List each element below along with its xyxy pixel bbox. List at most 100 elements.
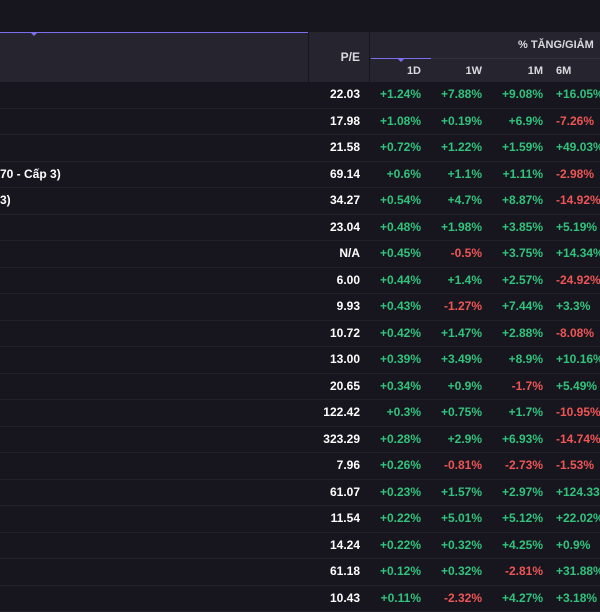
table-row[interactable]: 61.07+0.23%+1.57%+2.97%+124.33% <box>0 480 600 507</box>
change-1m: +1.59% <box>493 135 543 161</box>
table-row[interactable]: 11.54+0.22%+5.01%+5.12%+22.02% <box>0 506 600 533</box>
pct-change-header: % TĂNG/GIẢM <box>370 32 600 58</box>
pe-column-header[interactable]: P/E <box>309 32 369 82</box>
table-row[interactable]: 20.65+0.34%+0.9%-1.7%+5.49% <box>0 374 600 401</box>
change-6m: +0.9% <box>556 533 600 559</box>
change-1m: +6.9% <box>493 109 543 135</box>
period-header-1d[interactable]: 1D <box>371 58 431 82</box>
change-1m: +2.57% <box>493 268 543 294</box>
change-1w: -2.32% <box>432 586 482 612</box>
change-1m: +8.87% <box>493 188 543 214</box>
table-row[interactable]: 17.98+1.08%+0.19%+6.9%-7.26% <box>0 109 600 136</box>
industry-name <box>0 109 300 135</box>
change-1d: +0.11% <box>371 586 421 612</box>
pe-value: 6.00 <box>309 268 360 294</box>
change-1m: +6.93% <box>493 427 543 453</box>
change-1w: +2.9% <box>432 427 482 453</box>
industry-name: 3) <box>0 188 300 214</box>
change-1m: +2.88% <box>493 321 543 347</box>
change-1d: +0.12% <box>371 559 421 585</box>
change-1d: +1.08% <box>371 109 421 135</box>
change-1w: +1.98% <box>432 215 482 241</box>
change-1w: +1.22% <box>432 135 482 161</box>
period-header-6m[interactable]: 6M <box>554 59 600 82</box>
name-column-header[interactable] <box>0 32 308 83</box>
pe-value: 10.72 <box>309 321 360 347</box>
change-1d: +0.43% <box>371 294 421 320</box>
change-1w: +7.88% <box>432 82 482 108</box>
sort-caret-icon <box>30 32 38 36</box>
table-row[interactable]: 10.72+0.42%+1.47%+2.88%-8.08% <box>0 321 600 348</box>
table-row[interactable]: 7.96+0.26%-0.81%-2.73%-1.53% <box>0 453 600 480</box>
change-1w: +0.75% <box>432 400 482 426</box>
change-6m: +5.49% <box>556 374 600 400</box>
pe-value: N/A <box>309 241 360 267</box>
change-1d: +0.34% <box>371 374 421 400</box>
table-row[interactable]: 10.43 +0.11% -2.32% +4.27% +3.18% <box>0 586 600 612</box>
change-1m: +9.08% <box>493 82 543 108</box>
change-1m: +3.85% <box>493 215 543 241</box>
industry-name <box>0 241 300 267</box>
change-1w: -0.5% <box>432 241 482 267</box>
change-1d: +0.26% <box>371 453 421 479</box>
period-label: 1D <box>407 65 431 77</box>
change-6m: +31.88% <box>556 559 600 585</box>
pe-value: 61.18 <box>309 559 360 585</box>
period-header-1m[interactable]: 1M <box>493 59 553 82</box>
table-row[interactable]: N/A+0.45%-0.5%+3.75%+14.34% <box>0 241 600 268</box>
change-1d: +0.44% <box>371 268 421 294</box>
industry-name <box>0 374 300 400</box>
change-1m: +1.11% <box>493 162 543 188</box>
table-row[interactable]: 61.18 +0.12% +0.32% -2.81% +31.88% <box>0 559 600 586</box>
industry-name <box>0 586 300 612</box>
industry-name <box>0 321 300 347</box>
change-1m: +4.27% <box>493 586 543 612</box>
change-6m: +3.18% <box>556 586 600 612</box>
pe-value: 34.27 <box>309 188 360 214</box>
change-1w: +0.32% <box>432 559 482 585</box>
change-1w: +1.57% <box>432 480 482 506</box>
table-row[interactable]: 13.00+0.39%+3.49%+8.9%+10.16% <box>0 347 600 374</box>
change-1w: +5.01% <box>432 506 482 532</box>
pe-value: 122.42 <box>309 400 360 426</box>
industry-name <box>0 480 300 506</box>
table-row[interactable]: 21.58+0.72%+1.22%+1.59%+49.03% <box>0 135 600 162</box>
period-header-1w[interactable]: 1W <box>432 59 492 82</box>
table-row[interactable]: 23.04+0.48%+1.98%+3.85%+5.19% <box>0 215 600 242</box>
pe-value: 7.96 <box>309 453 360 479</box>
change-1d: +0.42% <box>371 321 421 347</box>
change-1m: +5.12% <box>493 506 543 532</box>
table-row[interactable]: 22.03+1.24%+7.88%+9.08%+16.05% <box>0 82 600 109</box>
pe-value: 20.65 <box>309 374 360 400</box>
change-1m: +7.44% <box>493 294 543 320</box>
industry-name: 70 - Cấp 3) <box>0 162 300 188</box>
table-row[interactable]: 323.29+0.28%+2.9%+6.93%-14.74% <box>0 427 600 454</box>
industry-name <box>0 135 300 161</box>
change-1d: +0.3% <box>371 400 421 426</box>
period-label: 1W <box>466 65 493 77</box>
table-row[interactable]: 14.24+0.22%+0.32%+4.25%+0.9% <box>0 533 600 560</box>
pe-value: 10.43 <box>309 586 360 612</box>
table-row[interactable]: 6.00+0.44%+1.4%+2.57%-24.92% <box>0 268 600 295</box>
table-row[interactable]: 3)34.27+0.54%+4.7%+8.87%-14.92% <box>0 188 600 215</box>
change-1w: -1.27% <box>432 294 482 320</box>
sort-caret-icon <box>397 58 405 62</box>
industry-name <box>0 533 300 559</box>
pe-value: 323.29 <box>309 427 360 453</box>
industry-name <box>0 400 300 426</box>
change-1m: +8.9% <box>493 347 543 373</box>
table-row[interactable]: 9.93+0.43%-1.27%+7.44%+3.3% <box>0 294 600 321</box>
change-1m: -2.81% <box>493 559 543 585</box>
industry-name <box>0 294 300 320</box>
table-row[interactable]: 122.42+0.3%+0.75%+1.7%-10.95% <box>0 400 600 427</box>
period-label: 1M <box>528 65 553 77</box>
change-6m: -14.92% <box>556 188 600 214</box>
pe-value: 69.14 <box>309 162 360 188</box>
table-row[interactable]: 70 - Cấp 3)69.14+0.6%+1.1%+1.11%-2.98% <box>0 162 600 189</box>
pe-value: 13.00 <box>309 347 360 373</box>
industry-name <box>0 559 300 585</box>
change-1d: +0.54% <box>371 188 421 214</box>
change-6m: -8.08% <box>556 321 600 347</box>
change-1w: +1.1% <box>432 162 482 188</box>
top-bar <box>0 0 600 32</box>
